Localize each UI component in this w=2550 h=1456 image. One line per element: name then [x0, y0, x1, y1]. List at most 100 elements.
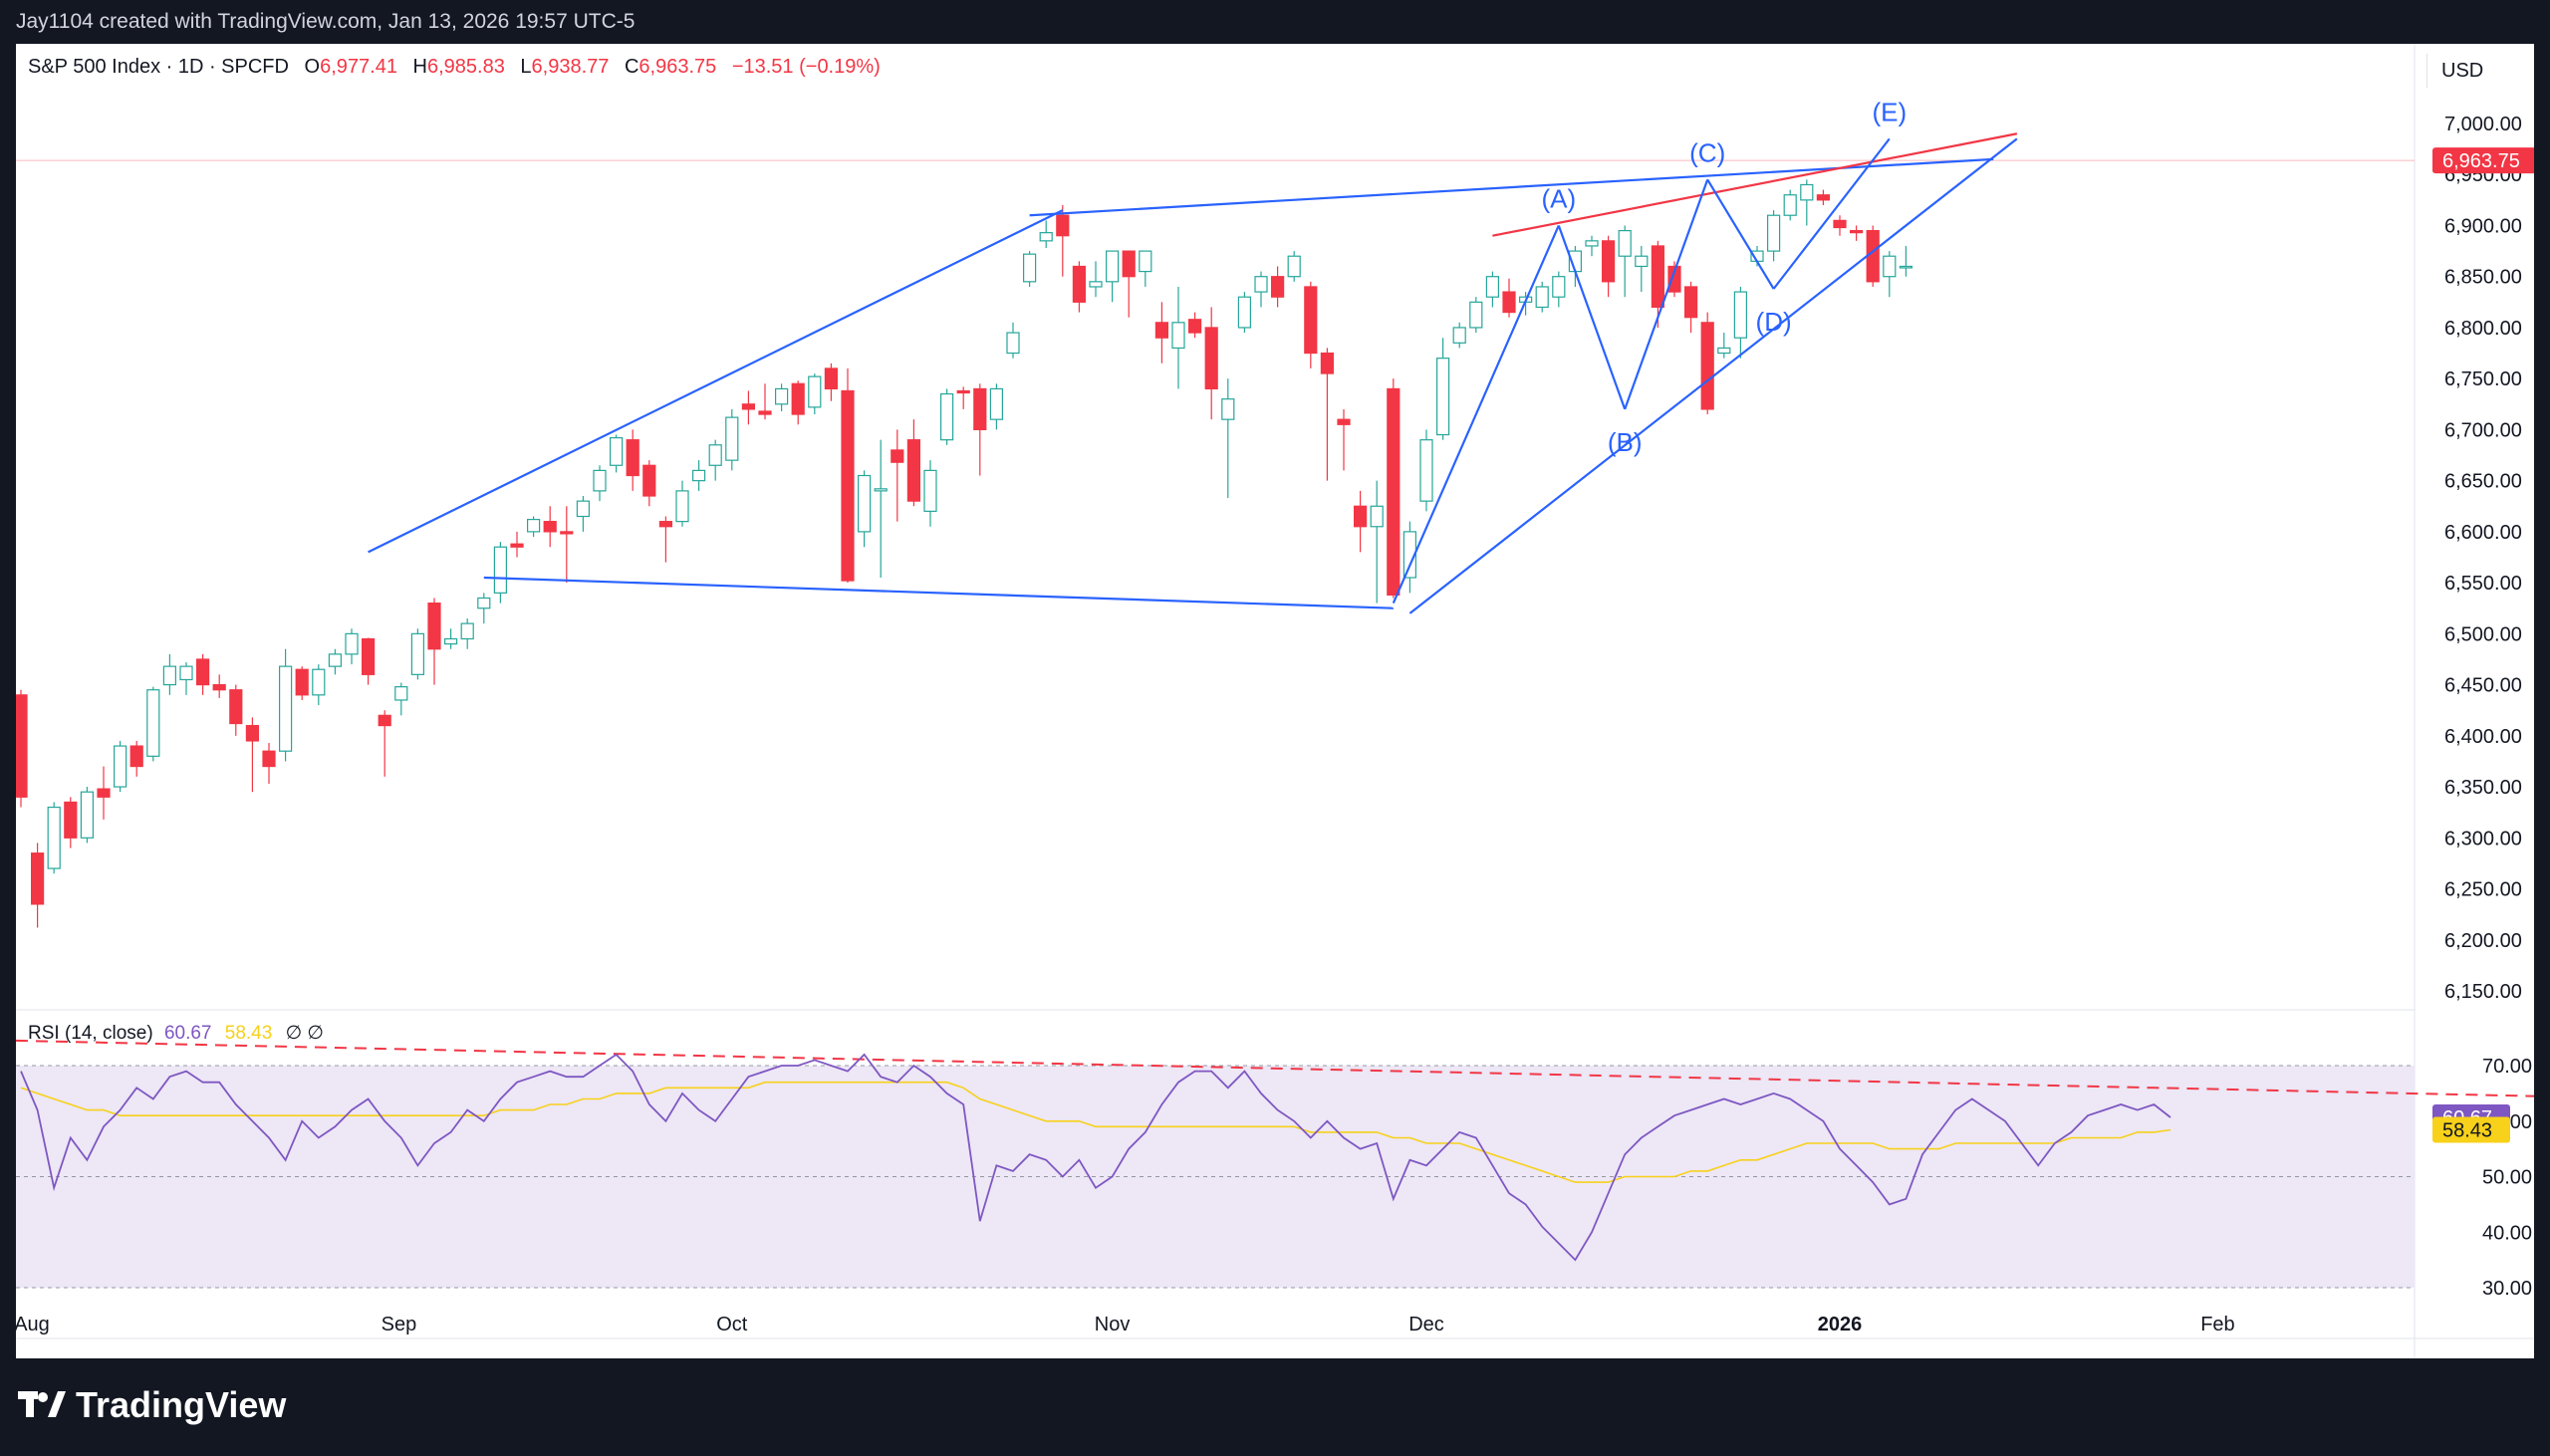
low-value: 6,938.77 — [531, 56, 610, 78]
candle-body — [97, 788, 111, 798]
candle — [1221, 378, 1235, 499]
candle-body — [312, 668, 326, 696]
candle — [1883, 251, 1897, 298]
candle-body — [675, 490, 689, 523]
candle-body — [345, 632, 359, 655]
candle — [1733, 286, 1748, 359]
chart-frame[interactable]: 7,000.00 6,950.00 6,900.00 6,850.00 6,800.00… — [16, 44, 2534, 1358]
candle — [460, 617, 474, 649]
candle-body — [543, 521, 557, 533]
symbol-name[interactable]: S&P 500 Index · 1D · SPCFD — [28, 56, 289, 78]
candle — [725, 408, 739, 471]
open-label: O — [304, 56, 321, 78]
candle-body — [80, 791, 95, 839]
price-tick-label: 6,700.00 — [2444, 419, 2522, 441]
candle — [989, 383, 1004, 430]
candle — [1187, 312, 1202, 339]
wave-label: (A) — [1541, 183, 1576, 213]
candle-body — [427, 603, 441, 650]
candle-body — [129, 745, 143, 768]
candle — [1204, 307, 1218, 420]
wave-label: (B) — [1608, 427, 1643, 457]
candle-body — [162, 665, 176, 686]
candle-body — [526, 518, 541, 533]
rsi-legend: RSI (14, close) 60.67 58.43 ∅ ∅ — [28, 1022, 324, 1045]
candle — [1139, 250, 1152, 287]
candle — [1585, 235, 1599, 257]
candle-body — [477, 597, 491, 609]
candle-body — [31, 852, 45, 905]
channel-upper-line — [368, 209, 1064, 554]
candle-body — [1502, 291, 1516, 314]
candle-body — [808, 375, 822, 408]
candle-body — [708, 444, 722, 466]
candle — [279, 648, 293, 762]
candle-body — [410, 632, 424, 675]
price-tick-label: 6,600.00 — [2444, 522, 2522, 544]
candle — [824, 363, 839, 401]
candle-body — [295, 668, 309, 696]
attribution-text: Jay1104 created with TradingView.com, Ja… — [16, 10, 636, 33]
candle-body — [973, 387, 987, 431]
high-value: 6,985.83 — [426, 56, 505, 78]
candle-body — [1833, 219, 1847, 229]
time-axis: Aug Sep Oct Nov Dec 2026 Feb — [16, 1314, 2235, 1335]
candle — [1105, 250, 1120, 303]
wave-label: (C) — [1689, 137, 1725, 167]
candle-body — [1320, 352, 1335, 374]
candle — [328, 648, 342, 675]
red-resistance-line — [1492, 132, 2018, 237]
tradingview-brand[interactable]: TradingView — [18, 1384, 286, 1426]
wave-labels: (A) (B) (C) (D) (E) — [1541, 97, 1907, 457]
candle — [47, 802, 61, 874]
candle — [1419, 429, 1433, 512]
wave-label: (D) — [1756, 307, 1792, 337]
candle — [1122, 250, 1136, 318]
currency-button[interactable]: USD — [2426, 54, 2530, 88]
candle-body — [1585, 240, 1599, 247]
candle-body — [262, 750, 276, 768]
price-tick-label: 6,500.00 — [2444, 623, 2522, 645]
time-tick-label: Sep — [382, 1314, 417, 1335]
last-price-tag — [2432, 147, 2534, 174]
candle — [1667, 261, 1681, 298]
rsi-title[interactable]: RSI (14, close) — [28, 1023, 153, 1044]
candle-body — [1139, 250, 1152, 273]
candle-body — [891, 449, 904, 463]
candle — [1039, 220, 1053, 249]
candle — [345, 628, 359, 665]
candle — [1353, 490, 1368, 553]
candle-body — [1204, 327, 1218, 390]
candle-body — [906, 439, 921, 502]
price-tick-label: 6,150.00 — [2444, 981, 2522, 1003]
chart-canvas[interactable]: 7,000.006,950.006,900.006,850.006,800.00… — [16, 44, 2534, 1358]
rsi-ma-line — [20, 1081, 2171, 1183]
candle-body — [1006, 332, 1020, 355]
candle — [1320, 348, 1335, 481]
candle-body — [791, 382, 805, 415]
candle — [973, 383, 987, 476]
candle-body — [1435, 358, 1450, 436]
candle — [874, 439, 888, 578]
price-tick-label: 6,450.00 — [2444, 675, 2522, 697]
candle — [1683, 281, 1698, 334]
candle-body — [1849, 229, 1864, 234]
candle — [162, 653, 176, 695]
candle — [493, 542, 507, 604]
candle — [1766, 210, 1781, 262]
candle-body — [510, 543, 524, 548]
triangle-base-line — [1408, 137, 2018, 614]
candle-body — [212, 683, 226, 691]
candle — [526, 516, 541, 538]
price-tick-label: 6,750.00 — [2444, 368, 2522, 390]
candle-body — [1783, 194, 1797, 216]
last-price-text: 6,963.75 — [2442, 150, 2520, 172]
candle-body — [576, 500, 591, 518]
candle-body — [609, 437, 624, 466]
candle-body — [774, 387, 789, 405]
candle — [1485, 271, 1500, 308]
price-tick-label: 7,000.00 — [2444, 114, 2522, 135]
candle-body — [1105, 250, 1120, 283]
candle-body — [1651, 245, 1665, 309]
